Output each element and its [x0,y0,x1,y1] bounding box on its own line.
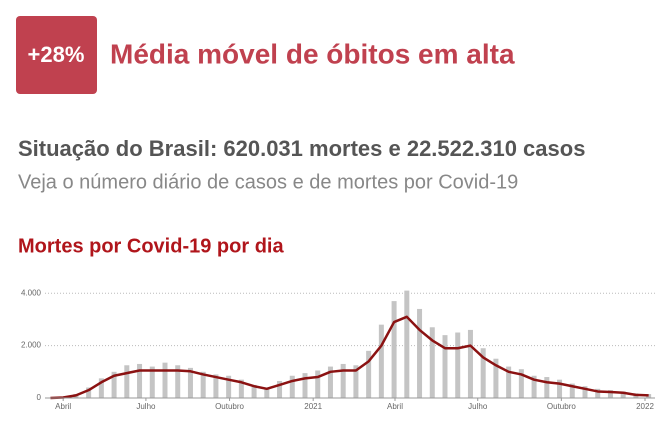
bar [506,366,512,398]
bar [607,390,613,398]
x-tick-label: Outubro [547,402,576,411]
x-tick-label: Abril [387,402,403,411]
bar [353,365,359,398]
x-tick-label: Outubro [215,402,244,411]
bar [137,363,143,398]
badge: +28% [28,42,85,67]
bar [455,332,461,398]
x-tick-label: Julho [136,402,156,411]
bar [518,369,524,398]
y-tick-label: 2.000 [21,341,42,350]
bar [238,379,244,398]
bar [302,373,308,398]
bar [175,365,181,398]
bar [582,386,588,398]
bar [442,335,448,398]
bar [187,367,193,398]
bar [531,375,537,398]
bar [251,384,257,398]
x-tick-label: Julho [468,402,488,411]
bar [404,290,410,398]
bar [340,363,346,398]
bar [378,324,384,398]
bar [544,377,550,398]
headline: Situação do Brasil: 620.031 mortes e 22.… [18,136,585,161]
bar [124,365,130,398]
bar [149,366,155,398]
bar [277,380,283,398]
bar [111,371,117,398]
bar [595,388,601,398]
bar [391,301,397,398]
moving-average-line [50,315,649,400]
bar [620,391,626,398]
y-tick-label: 0 [37,393,42,402]
bar [480,348,486,398]
bar [213,374,219,398]
chart-title: Mortes por Covid-19 por dia [18,235,284,257]
bar [86,387,92,398]
bar [162,362,168,398]
bar [646,394,652,398]
badge-box [16,16,97,94]
bar [289,375,295,398]
bar [493,358,499,398]
bar [417,308,423,398]
bar [98,378,104,398]
y-tick-label: 4.000 [21,288,42,297]
bar [327,366,333,398]
bar [366,350,372,398]
bar [200,371,206,398]
x-tick-label: 2022 [636,402,654,411]
bar [467,329,473,398]
subline: Veja o número diário de casos e de morte… [18,171,518,193]
bar [429,327,435,398]
bar [264,387,270,398]
bar [569,383,575,398]
title: Média móvel de óbitos em alta [110,38,515,69]
bar [315,370,321,398]
bar [226,375,232,398]
x-tick-label: Abril [55,402,71,411]
bar [557,379,563,398]
x-tick-label: 2021 [304,402,322,411]
